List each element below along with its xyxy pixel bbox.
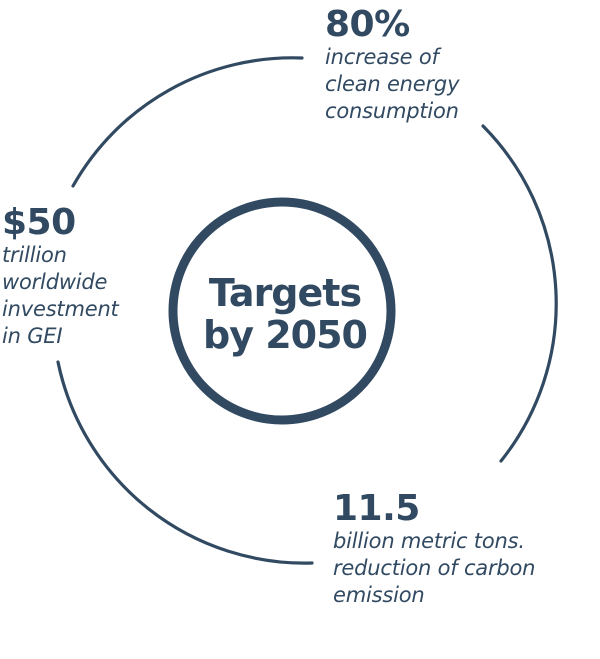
stat-investment-value: $50 xyxy=(2,202,76,243)
outer-arc-top-left xyxy=(71,56,304,188)
stat-carbon-reduction-value: 11.5 xyxy=(333,488,420,529)
outer-arc-right xyxy=(481,124,558,463)
stat-investment: $50 trillion worldwide investment in GEI xyxy=(2,204,152,350)
outer-arc-bottom-left xyxy=(56,360,314,565)
stat-clean-energy-description: increase of clean energy consumption xyxy=(325,45,460,123)
center-title-line-2: by 2050 xyxy=(203,313,368,357)
inner-ring xyxy=(168,197,396,425)
stat-carbon-reduction-description: billion metric tons. reduction of carbon… xyxy=(333,529,536,607)
stat-clean-energy: 80% increase of clean energy consumption xyxy=(325,6,525,125)
stat-carbon-reduction: 11.5 billion metric tons. reduction of c… xyxy=(333,490,583,609)
center-title: Targets by 2050 xyxy=(180,272,390,356)
stat-clean-energy-value: 80% xyxy=(325,4,410,45)
stat-investment-description: trillion worldwide investment in GEI xyxy=(2,243,119,348)
center-title-line-1: Targets xyxy=(208,271,362,315)
